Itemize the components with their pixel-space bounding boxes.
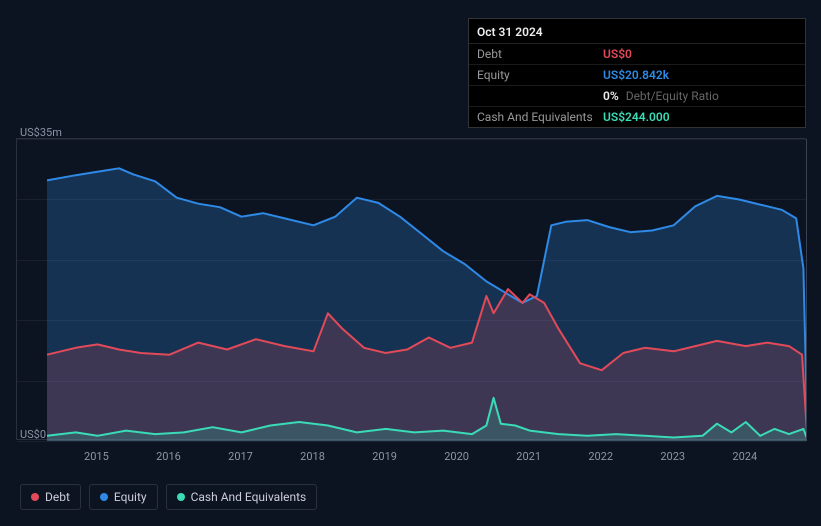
x-axis-tick: 2022 [588, 450, 613, 463]
legend-label: Debt [45, 490, 70, 504]
legend-swatch [100, 493, 108, 501]
tooltip-row-value: US$20.842k [603, 68, 797, 82]
legend-swatch [177, 493, 185, 501]
tooltip-row: Cash And EquivalentsUS$244.000 [469, 107, 805, 127]
hover-line [806, 139, 807, 439]
legend-label: Cash And Equivalents [191, 490, 307, 504]
chart-svg [17, 139, 807, 441]
tooltip-row-value: US$244.000 [603, 110, 797, 124]
legend: Debt Equity Cash And Equivalents [20, 484, 317, 510]
tooltip-row-label: Debt [477, 47, 603, 61]
legend-label: Equity [114, 490, 147, 504]
x-axis-tick: 2016 [156, 450, 181, 463]
x-axis-tick: 2017 [228, 450, 253, 463]
x-axis-tick: 2021 [516, 450, 541, 463]
legend-swatch [31, 493, 39, 501]
tooltip-row: DebtUS$0 [469, 44, 805, 65]
chart-plot-area[interactable] [16, 138, 806, 440]
x-axis-tick: 2023 [660, 450, 685, 463]
tooltip-row: 0% Debt/Equity Ratio [469, 86, 805, 107]
legend-item[interactable]: Debt [20, 484, 81, 510]
x-axis-tick: 2018 [300, 450, 325, 463]
gridline [17, 441, 806, 442]
x-axis-tick: 2024 [732, 450, 757, 463]
tooltip-row-value: US$0 [603, 47, 797, 61]
tooltip-row-value: 0% Debt/Equity Ratio [603, 89, 797, 103]
tooltip-row-label [477, 89, 603, 103]
legend-item[interactable]: Cash And Equivalents [166, 484, 318, 510]
legend-item[interactable]: Equity [89, 484, 158, 510]
x-axis-tick: 2015 [84, 450, 109, 463]
tooltip-panel: Oct 31 2024 DebtUS$0EquityUS$20.842k0% D… [468, 18, 806, 128]
tooltip-row: EquityUS$20.842k [469, 65, 805, 86]
tooltip-row-label: Equity [477, 68, 603, 82]
x-axis-tick: 2020 [444, 450, 469, 463]
tooltip-date: Oct 31 2024 [469, 19, 805, 44]
x-axis-tick: 2019 [372, 450, 397, 463]
tooltip-row-label: Cash And Equivalents [477, 110, 603, 124]
